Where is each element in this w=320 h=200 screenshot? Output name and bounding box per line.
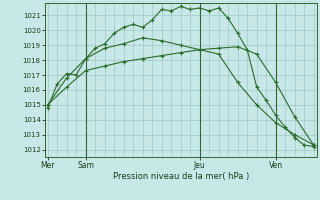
X-axis label: Pression niveau de la mer( hPa ): Pression niveau de la mer( hPa ) xyxy=(113,172,249,181)
